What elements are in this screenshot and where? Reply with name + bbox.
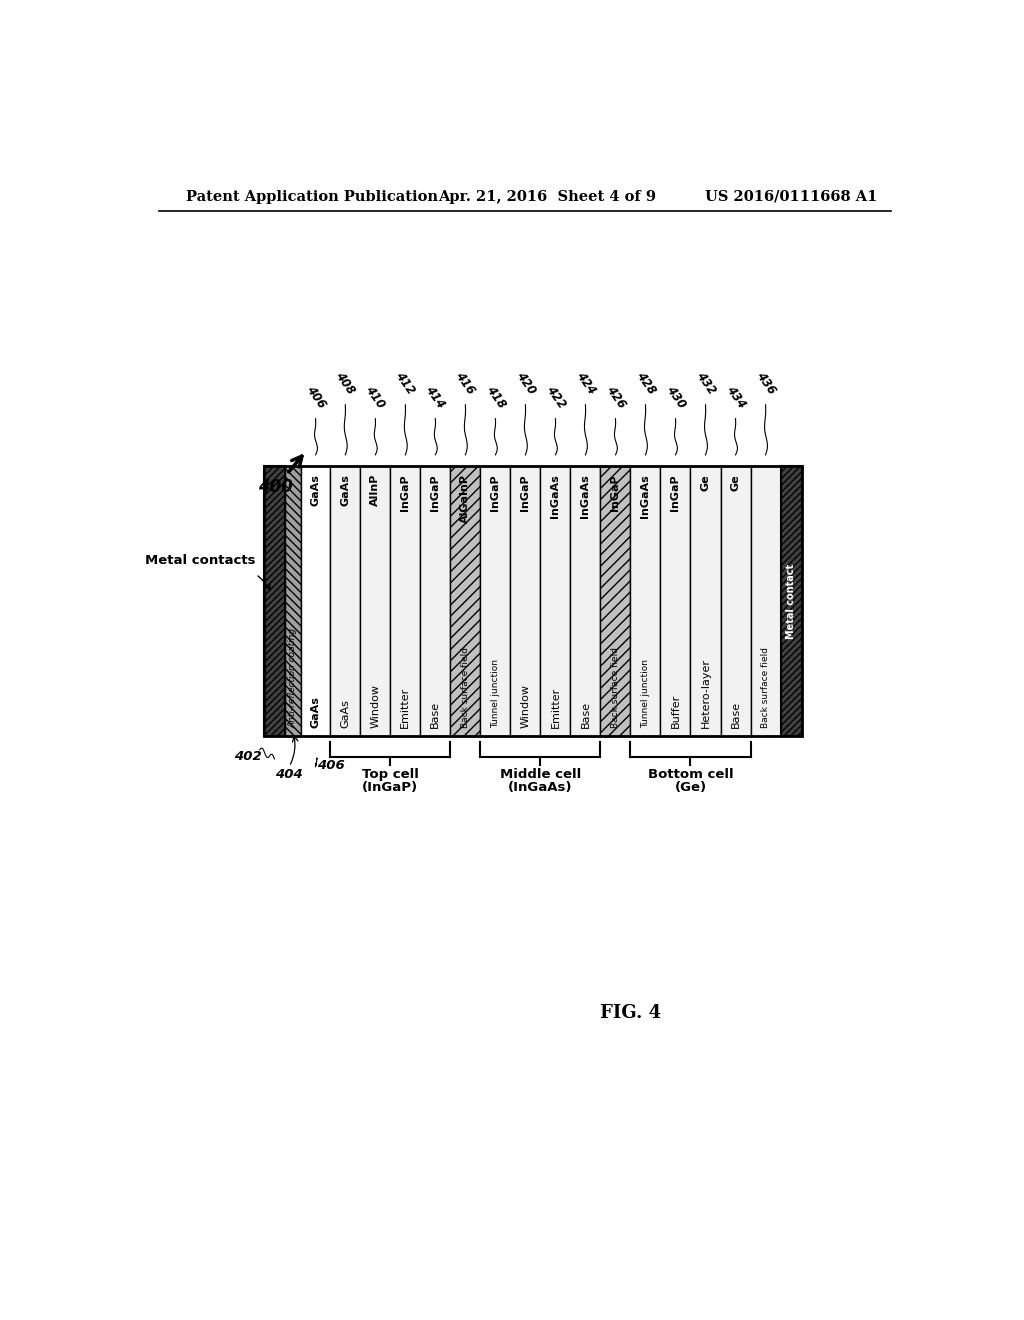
Text: GaAs: GaAs (310, 697, 321, 729)
Bar (721, 466, 751, 737)
Text: US 2016/0111668 A1: US 2016/0111668 A1 (706, 190, 878, 203)
Text: 408: 408 (333, 368, 357, 396)
Bar (420, 466, 451, 737)
Text: Ge: Ge (730, 474, 740, 491)
Text: 436: 436 (754, 368, 778, 396)
Text: GaAs: GaAs (340, 700, 350, 729)
Text: InGaP: InGaP (490, 474, 501, 511)
Text: Back surface field: Back surface field (761, 647, 770, 729)
Text: 402: 402 (234, 750, 262, 763)
Text: Bottom cell: Bottom cell (648, 768, 733, 781)
Text: Base: Base (730, 701, 740, 729)
Bar (331, 466, 360, 737)
Text: 428: 428 (633, 368, 657, 396)
Bar (263, 466, 802, 737)
Text: 422: 422 (543, 383, 567, 411)
Bar (510, 466, 541, 737)
Text: 400: 400 (258, 478, 293, 496)
Text: Base: Base (430, 701, 440, 729)
Text: 418: 418 (483, 383, 508, 411)
Text: Anti-reflection coating: Anti-reflection coating (289, 628, 298, 729)
Bar (480, 466, 510, 737)
Text: Tunnel junction: Tunnel junction (641, 659, 650, 729)
Bar (780, 466, 802, 737)
Text: 406: 406 (303, 383, 328, 411)
Text: 404: 404 (275, 768, 303, 781)
Text: Base: Base (581, 701, 591, 729)
Text: Emitter: Emitter (551, 686, 560, 729)
Text: Hetero-layer: Hetero-layer (700, 659, 711, 729)
Text: 430: 430 (664, 383, 688, 411)
Bar (751, 466, 780, 737)
Text: Ge: Ge (700, 474, 711, 491)
Text: Buffer: Buffer (671, 694, 681, 729)
Text: InGaAs: InGaAs (640, 474, 650, 517)
Bar (631, 466, 660, 737)
Text: Metal contact: Metal contact (786, 564, 797, 639)
Text: InGaAs: InGaAs (581, 474, 591, 517)
Text: 434: 434 (723, 383, 748, 411)
Bar (301, 466, 331, 737)
Bar (390, 466, 420, 737)
Text: Tunnel junction: Tunnel junction (490, 659, 500, 729)
Text: 416: 416 (453, 368, 477, 396)
Text: (InGaP): (InGaP) (362, 780, 419, 793)
Text: 420: 420 (513, 368, 538, 396)
Text: Middle cell: Middle cell (500, 768, 581, 781)
Text: Top cell: Top cell (361, 768, 419, 781)
Text: Back surface field: Back surface field (461, 647, 470, 729)
Text: InGaP: InGaP (520, 474, 530, 511)
Bar (360, 466, 390, 737)
Text: Metal contacts: Metal contacts (145, 553, 256, 566)
Bar (660, 466, 690, 737)
Text: (InGaAs): (InGaAs) (508, 780, 572, 793)
Bar (263, 466, 286, 737)
Text: Window: Window (371, 684, 380, 729)
Text: Window: Window (520, 684, 530, 729)
Bar (690, 466, 721, 737)
Text: AlGaInP: AlGaInP (461, 474, 470, 523)
Text: 424: 424 (573, 368, 598, 396)
Bar (600, 466, 631, 737)
Text: 414: 414 (423, 383, 447, 411)
Text: 406: 406 (317, 759, 345, 772)
Text: InGaP: InGaP (400, 474, 411, 511)
Bar (541, 466, 570, 737)
Text: 432: 432 (693, 368, 718, 396)
Text: (Ge): (Ge) (675, 780, 707, 793)
Text: 426: 426 (603, 383, 628, 411)
Text: InGaP: InGaP (671, 474, 681, 511)
Text: 412: 412 (393, 368, 418, 396)
Text: Patent Application Publication: Patent Application Publication (186, 190, 438, 203)
Bar (286, 466, 301, 737)
Bar (570, 466, 600, 737)
Text: AlInP: AlInP (371, 474, 380, 507)
Text: InGaP: InGaP (430, 474, 440, 511)
Text: InGaP: InGaP (610, 474, 621, 511)
Text: FIG. 4: FIG. 4 (600, 1005, 660, 1022)
Bar (451, 466, 480, 737)
Text: GaAs: GaAs (310, 474, 321, 506)
Text: Emitter: Emitter (400, 686, 411, 729)
Text: InGaAs: InGaAs (551, 474, 560, 517)
Text: 410: 410 (362, 383, 388, 411)
Text: Apr. 21, 2016  Sheet 4 of 9: Apr. 21, 2016 Sheet 4 of 9 (438, 190, 656, 203)
Text: Back surface field: Back surface field (611, 647, 620, 729)
Text: GaAs: GaAs (340, 474, 350, 506)
